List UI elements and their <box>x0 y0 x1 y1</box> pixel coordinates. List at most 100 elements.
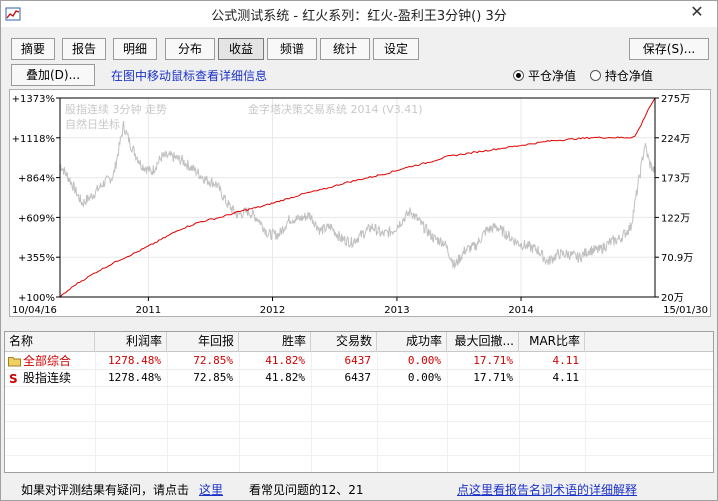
col-divider <box>585 352 586 472</box>
footer-here-link[interactable]: 这里 <box>199 483 224 497</box>
cell-name: 股指连续 <box>23 371 72 385</box>
save-button[interactable]: 保存(S)... <box>629 38 709 60</box>
tab-returns[interactable]: 收益 <box>218 38 264 60</box>
cell-mar: 4.11 <box>552 371 580 384</box>
svg-text:S: S <box>9 372 18 384</box>
footer-terms-link[interactable]: 点这里看报告名词术语的详细解释 <box>457 483 638 497</box>
app-icon <box>5 7 21 21</box>
equity-mode-radio-group: 平仓净值 持仓净值 <box>513 67 663 84</box>
legend-line-2: 自然日坐标 <box>65 117 120 131</box>
cell-drawdown: 17.71% <box>473 354 513 367</box>
col-drawdown[interactable]: 最大回撤... <box>447 332 519 352</box>
results-table[interactable]: 名称 利润率 年回报 胜率 交易数 成功率 最大回撤... MAR比率 全部综合… <box>4 331 714 473</box>
x-end-label: 15/01/30 <box>663 305 708 316</box>
right-axis-label: 70.9万 <box>661 253 693 264</box>
chart-axes: +1373% 275万 +1118% 224万 +864% 173万 +609% 122万 +3… <box>12 94 708 316</box>
col-name[interactable]: 名称 <box>5 332 95 352</box>
cell-success: 0.00% <box>407 354 441 367</box>
tab-settings[interactable]: 设定 <box>373 38 419 60</box>
cell-winrate: 41.82% <box>265 371 305 384</box>
footer-question: 如果对评测结果有疑问，请点击 <box>21 483 190 497</box>
cell-trades: 6437 <box>344 354 372 367</box>
left-axis-label: +864% <box>18 174 55 185</box>
price-line <box>59 120 656 270</box>
cell-drawdown: 17.71% <box>473 371 513 384</box>
folder-icon <box>8 357 21 367</box>
legend-line-1: 股指连续 3分钟 走势 <box>65 102 167 116</box>
x-axis-label: 2012 <box>260 305 285 316</box>
left-axis-label: +100% <box>18 293 55 304</box>
right-axis-label: 20万 <box>661 293 684 304</box>
col-mar[interactable]: MAR比率 <box>519 332 585 352</box>
cell-mar: 4.11 <box>552 354 580 367</box>
col-divider <box>377 352 378 472</box>
overlay-button[interactable]: 叠加(D)... <box>11 64 95 86</box>
left-axis-label: +609% <box>18 213 55 224</box>
footer-faq-text: 看常见问题的12、21 <box>249 483 364 497</box>
row-divider <box>5 421 713 422</box>
x-start-label: 10/04/16 <box>12 305 57 316</box>
right-axis-label: 224万 <box>661 134 690 145</box>
cell-profit: 1278.48% <box>108 354 161 367</box>
tab-statistics[interactable]: 统计 <box>320 38 370 60</box>
cell-annual: 72.85% <box>193 354 233 367</box>
radio-dot-unchecked <box>589 70 601 81</box>
col-trades[interactable]: 交易数 <box>311 332 377 352</box>
title-bar: 公式测试系统 - 红火系列：红火-盈利王3分钟() 3分 ✕ <box>1 1 717 27</box>
window-title: 公式测试系统 - 红火系列：红火-盈利王3分钟() 3分 <box>211 9 507 24</box>
tab-distribution[interactable]: 分布 <box>165 38 215 60</box>
tab-spectrum[interactable]: 频谱 <box>267 38 317 60</box>
col-annual[interactable]: 年回报 <box>167 332 239 352</box>
right-axis-label: 275万 <box>661 94 690 105</box>
tab-report[interactable]: 报告 <box>62 38 106 60</box>
table-header: 名称 利润率 年回报 胜率 交易数 成功率 最大回撤... MAR比率 <box>5 332 713 352</box>
col-divider <box>167 352 168 472</box>
x-axis-label: 2013 <box>384 305 409 316</box>
col-divider <box>519 352 520 472</box>
right-axis-label: 173万 <box>661 174 690 185</box>
radio-flat-label: 平仓净值 <box>528 69 577 83</box>
col-divider <box>239 352 240 472</box>
cell-winrate: 41.82% <box>265 354 305 367</box>
row-divider <box>5 455 713 456</box>
s-symbol-icon: S <box>9 372 18 384</box>
col-winrate[interactable]: 胜率 <box>239 332 311 352</box>
radio-hold-equity[interactable]: 持仓净值 <box>589 67 653 84</box>
row-divider <box>5 404 713 405</box>
left-axis-label: +355% <box>18 253 55 264</box>
tab-summary[interactable]: 摘要 <box>11 38 55 60</box>
equity-series <box>59 97 656 298</box>
cell-success: 0.00% <box>407 371 441 384</box>
chart-hint-text: 在图中移动鼠标查看详细信息 <box>111 69 268 83</box>
col-divider <box>95 352 96 472</box>
cell-annual: 72.85% <box>193 371 233 384</box>
table-row[interactable]: 全部综合 1278.48% 72.85% 41.82% 6437 0.00% 1… <box>5 353 713 370</box>
col-divider <box>447 352 448 472</box>
footer-bar: 如果对评测结果有疑问，请点击 这里 看常见问题的12、21 点这里看报告名词术语… <box>1 479 717 499</box>
radio-flat-equity[interactable]: 平仓净值 <box>513 67 576 84</box>
tab-details[interactable]: 明细 <box>113 38 157 60</box>
cell-trades: 6437 <box>344 371 372 384</box>
x-axis-label: 2011 <box>136 305 161 316</box>
chart-watermark: 金字塔决策交易系统 2014 (V3.41) <box>248 102 423 116</box>
row-divider <box>5 438 713 439</box>
equity-chart-svg[interactable]: +1373% 275万 +1118% 224万 +864% 173万 +609% 122万 +3… <box>10 90 710 316</box>
table-row[interactable]: S 股指连续 1278.48% 72.85% 41.82% 6437 0.00%… <box>5 370 713 387</box>
x-axis-label: 2014 <box>508 305 533 316</box>
cell-profit: 1278.48% <box>108 371 161 384</box>
col-success[interactable]: 成功率 <box>377 332 447 352</box>
left-axis-label: +1118% <box>12 134 55 145</box>
price-series <box>59 120 656 270</box>
plot-frame <box>59 97 656 298</box>
equity-line <box>59 97 656 298</box>
radio-dot-checked <box>513 70 524 81</box>
right-axis-label: 122万 <box>661 213 690 224</box>
equity-chart[interactable]: +1373% 275万 +1118% 224万 +864% 173万 +609% 122万 +3… <box>9 89 711 317</box>
cell-name: 全部综合 <box>23 354 72 368</box>
radio-hold-label: 持仓净值 <box>604 69 653 83</box>
left-axis-label: +1373% <box>12 94 55 105</box>
col-divider <box>311 352 312 472</box>
col-profit[interactable]: 利润率 <box>95 332 167 352</box>
close-icon[interactable]: ✕ <box>690 2 704 21</box>
